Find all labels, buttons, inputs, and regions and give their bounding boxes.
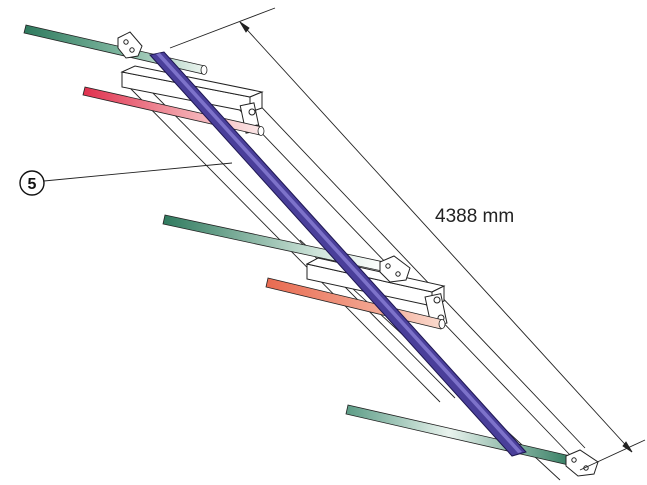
callout-number: 5 xyxy=(28,176,37,193)
callout-5: 5 xyxy=(19,162,233,196)
callout-circle xyxy=(19,170,45,196)
mounting-bracket-bottom xyxy=(565,449,599,477)
diagonal-brace xyxy=(149,51,527,457)
rod-bottom-green xyxy=(345,404,578,467)
dimension-line xyxy=(169,7,646,471)
mounting-bracket-middle xyxy=(379,255,411,283)
mounting-bracket-top xyxy=(117,31,143,59)
dimension-label: 4388 mm xyxy=(435,206,514,227)
callout-leader xyxy=(43,162,233,182)
rod-top-green xyxy=(23,24,208,75)
